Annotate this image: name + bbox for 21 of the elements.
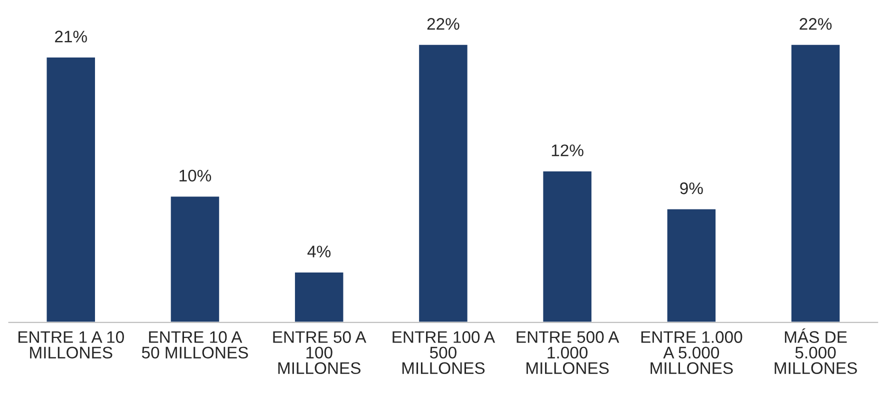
bar [169,195,220,322]
data-label: 12% [552,144,584,156]
bar [790,44,842,322]
bar [418,44,469,322]
bar [45,56,96,322]
x-tick-label: ENTRE 100 A 500 MILLONES [392,331,496,374]
data-label: 22% [800,18,832,30]
x-tick-label: ENTRE 500 A 1.000 MILLONES [516,331,620,374]
x-tick-label: MÁS DE 5.000 MILLONES [774,328,857,374]
x-tick-label: ENTRE 10 A 50 MILLONES [142,331,248,359]
data-label: 9% [680,182,703,194]
x-tick-label: ENTRE 50 A 100 MILLONES [273,331,366,374]
data-label: 22% [427,18,460,30]
bar [294,271,345,322]
x-tick-label: ENTRE 1.000 A 5.000 MILLONES [641,331,742,374]
x-tick-label: ENTRE 1 A 10 MILLONES [18,331,124,359]
data-label: 4% [307,246,331,258]
bar [542,170,593,322]
bar [666,208,717,322]
data-label: 10% [180,170,212,182]
data-label: 21% [55,30,87,42]
